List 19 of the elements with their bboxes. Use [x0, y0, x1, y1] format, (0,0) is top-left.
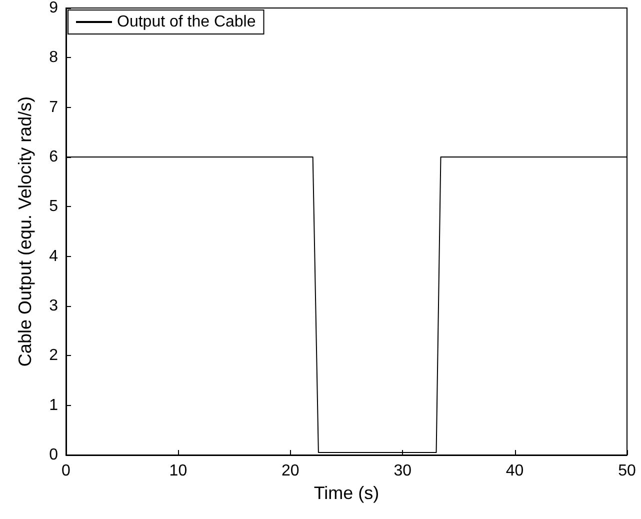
y-axis-title: Cable Output (equ. Velocity rad/s)	[15, 96, 35, 367]
y-tick-label: 8	[49, 49, 58, 66]
x-tick-label: 40	[506, 462, 524, 480]
x-axis-title: Time (s)	[314, 482, 380, 503]
legend-label: Output of the Cable	[117, 14, 256, 30]
y-tick-label: 5	[49, 198, 58, 216]
y-tick-label: 3	[49, 298, 58, 314]
y-tick-label: 2	[49, 347, 58, 364]
x-tick-label: 10	[169, 462, 188, 480]
y-tick-label: 6	[49, 148, 58, 166]
y-tick-label: 9	[49, 0, 58, 16]
y-tick-label: 4	[49, 248, 58, 265]
x-tick-label: 30	[394, 462, 412, 480]
x-tick-label: 50	[618, 462, 636, 480]
y-tick-label: 1	[49, 396, 58, 414]
x-tick-label: 20	[282, 462, 300, 480]
x-tick-label: 0	[62, 462, 71, 480]
y-tick-label: 0	[49, 446, 58, 464]
y-tick-label: 7	[49, 98, 58, 116]
